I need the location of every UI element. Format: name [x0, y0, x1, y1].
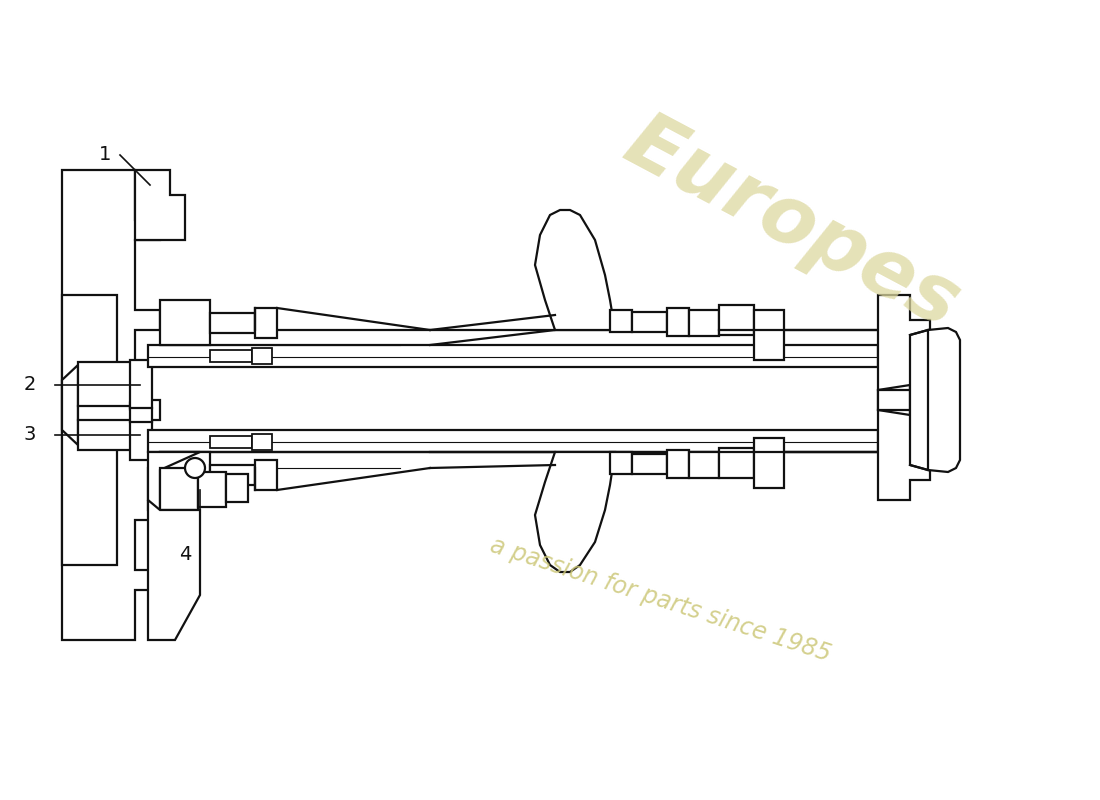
- FancyBboxPatch shape: [632, 312, 667, 332]
- Text: 2: 2: [24, 375, 36, 394]
- FancyBboxPatch shape: [148, 345, 878, 367]
- Polygon shape: [148, 452, 200, 510]
- Polygon shape: [535, 210, 615, 330]
- Text: Europes: Europes: [612, 103, 972, 345]
- Polygon shape: [148, 500, 200, 640]
- Text: 4: 4: [179, 546, 191, 565]
- FancyBboxPatch shape: [148, 430, 878, 452]
- Polygon shape: [135, 170, 185, 240]
- FancyBboxPatch shape: [62, 295, 117, 565]
- Polygon shape: [535, 452, 615, 572]
- FancyBboxPatch shape: [255, 308, 277, 338]
- Polygon shape: [62, 365, 78, 445]
- Polygon shape: [78, 362, 142, 450]
- FancyBboxPatch shape: [226, 474, 248, 502]
- FancyBboxPatch shape: [210, 436, 252, 448]
- Polygon shape: [62, 170, 160, 640]
- FancyBboxPatch shape: [667, 450, 689, 478]
- FancyBboxPatch shape: [130, 360, 152, 460]
- Text: 3: 3: [24, 426, 36, 445]
- FancyBboxPatch shape: [210, 465, 255, 485]
- FancyBboxPatch shape: [160, 300, 210, 345]
- Circle shape: [185, 458, 205, 478]
- FancyBboxPatch shape: [210, 313, 255, 333]
- FancyBboxPatch shape: [255, 460, 277, 490]
- FancyBboxPatch shape: [252, 348, 272, 364]
- FancyBboxPatch shape: [719, 305, 754, 335]
- FancyBboxPatch shape: [198, 472, 226, 507]
- FancyBboxPatch shape: [610, 310, 632, 332]
- Polygon shape: [910, 328, 960, 472]
- Polygon shape: [878, 385, 910, 415]
- FancyBboxPatch shape: [689, 452, 719, 478]
- Text: 1: 1: [99, 146, 111, 165]
- Polygon shape: [878, 295, 930, 500]
- Text: a passion for parts since 1985: a passion for parts since 1985: [486, 534, 834, 666]
- FancyBboxPatch shape: [689, 310, 719, 336]
- FancyBboxPatch shape: [160, 468, 198, 510]
- FancyBboxPatch shape: [632, 454, 667, 474]
- FancyBboxPatch shape: [252, 434, 272, 450]
- FancyBboxPatch shape: [160, 452, 210, 497]
- FancyBboxPatch shape: [667, 308, 689, 336]
- FancyBboxPatch shape: [610, 452, 632, 474]
- FancyBboxPatch shape: [754, 310, 784, 360]
- FancyBboxPatch shape: [210, 350, 252, 362]
- FancyBboxPatch shape: [719, 448, 754, 478]
- FancyBboxPatch shape: [754, 438, 784, 488]
